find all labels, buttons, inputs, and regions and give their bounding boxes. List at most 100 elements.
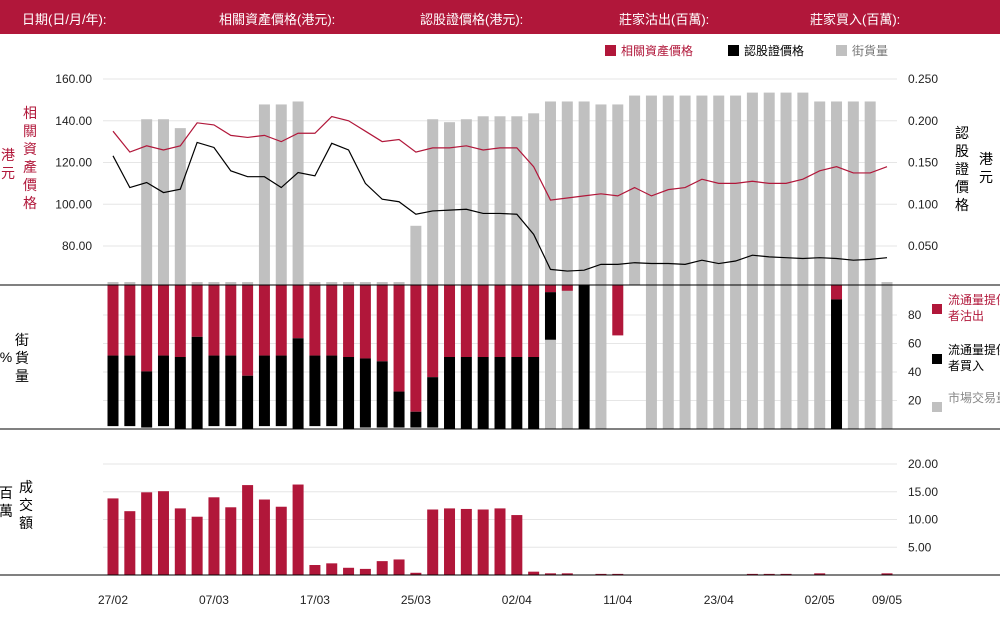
turnover-bar (393, 559, 405, 575)
street-volume-bar (107, 282, 119, 285)
turnover-bar (528, 571, 540, 575)
lp-sell-bar (359, 285, 371, 359)
market-volume-bar (713, 285, 725, 429)
lp-sell-bar (561, 285, 573, 291)
street-volume-bar (612, 104, 624, 285)
underlying-price-label: 相關資產價格(港元): (219, 12, 336, 27)
lp-buy-bar (511, 357, 523, 429)
lp-sell-bar (124, 285, 136, 356)
lp-sell-bar (376, 285, 388, 362)
legend-label: 者買入 (948, 359, 984, 373)
lp-sell-bar (107, 285, 119, 356)
market-volume-bar (881, 285, 893, 429)
street-volume-bar (124, 282, 136, 285)
street-volume-bar (376, 282, 388, 285)
right-axis-label: 證 (955, 161, 969, 177)
lp-sell-bar (225, 285, 237, 356)
legend-swatch (932, 402, 942, 412)
lp-buy-bar (208, 355, 220, 427)
turnover-bar (107, 498, 119, 575)
street-volume-bar (645, 95, 657, 285)
street-volume-bar (746, 92, 758, 285)
right-axis-label: 認 (955, 125, 969, 141)
lp-sell-bar (410, 285, 422, 412)
left-axis-label: 關 (23, 123, 37, 139)
street-volume-bar (141, 119, 153, 286)
street-volume-bar (174, 128, 186, 285)
lp-buy-bar (107, 355, 119, 427)
left-tick-label: 100.00 (55, 197, 92, 211)
street-volume-bar (191, 282, 203, 285)
warrant-price-label: 認股證價格(港元): (420, 12, 524, 27)
lp-buy-bar (376, 361, 388, 428)
market-volume-bar (730, 285, 742, 429)
turnover-bar (359, 568, 371, 575)
lp-sell-bar (477, 285, 489, 357)
street-volume-bar (427, 119, 439, 286)
street-volume-bar (326, 282, 338, 285)
lp-sell-bar (444, 285, 456, 357)
left-tick-label: 140.00 (55, 114, 92, 128)
market-volume-bar (864, 285, 876, 429)
lp-sell-bar (258, 285, 270, 356)
legend-label: 相關資產價格 (621, 43, 693, 58)
lp-buy-bar (460, 357, 472, 429)
left-axis-label: 元 (1, 165, 15, 181)
legend-swatch (728, 45, 739, 56)
date-label: 日期(日/月/年): (22, 12, 107, 27)
turnover-axis-label: 萬 (0, 503, 13, 519)
turnover-bar (561, 573, 573, 575)
market-volume-bar (814, 285, 826, 429)
lp-sell-bar (157, 285, 169, 356)
lp-buy-bar (528, 357, 540, 429)
lp-sell-bar (292, 285, 304, 339)
turnover-bar (225, 507, 237, 575)
street-volume-bar (511, 116, 523, 285)
x-tick-label: 17/03 (300, 593, 330, 607)
street-volume-bar (831, 101, 843, 285)
street-volume-bar (528, 113, 540, 285)
street-volume-bar (629, 95, 641, 285)
pct-tick-label: 40 (908, 365, 922, 379)
lp-sell-bar (326, 285, 338, 356)
left-axis-label: 資 (23, 141, 37, 157)
turnover-bar (191, 516, 203, 575)
right-axis-label: 格 (955, 197, 969, 213)
turnover-tick-label: 10.00 (908, 513, 938, 527)
turnover-bar (376, 561, 388, 575)
street-volume-bar (578, 101, 590, 285)
street-volume-bar (359, 282, 371, 285)
lp-sell-label: 莊家沽出(百萬): (619, 12, 710, 27)
turnover-bar (174, 508, 186, 575)
market-volume-bar (746, 285, 758, 429)
legend-label: 街貨量 (852, 43, 888, 58)
turnover-tick-label: 5.00 (908, 540, 932, 554)
legend-label: 認股證價格 (744, 43, 804, 58)
legend-label: 流通量提供 (948, 292, 1000, 307)
turnover-bar (292, 484, 304, 575)
right-axis-label: 價 (955, 179, 969, 195)
street-volume-bar (780, 92, 792, 285)
market-volume-bar (645, 285, 657, 429)
right-tick-label: 0.100 (908, 197, 938, 211)
left-axis-label: 產 (23, 159, 37, 175)
street-volume-bar (460, 119, 472, 286)
street-volume-bar (544, 101, 556, 285)
x-tick-label: 02/04 (502, 593, 532, 607)
legend-swatch (836, 45, 847, 56)
street-volume-bar (292, 101, 304, 285)
street-volume-bar (763, 92, 775, 285)
lp-sell-bar (208, 285, 220, 356)
lp-buy-bar (275, 355, 287, 427)
turnover-bar (309, 565, 321, 575)
lp-buy-bar (258, 355, 270, 427)
lp-sell-bar (494, 285, 506, 357)
lp-sell-bar (612, 285, 624, 336)
street-volume-bar (696, 95, 708, 285)
street-volume-bar (662, 95, 674, 285)
market-volume-bar (797, 285, 809, 429)
market-volume-bar (780, 285, 792, 429)
market-volume-bar (662, 285, 674, 429)
turnover-axis-label: 成 (19, 479, 33, 495)
x-tick-label: 25/03 (401, 593, 431, 607)
